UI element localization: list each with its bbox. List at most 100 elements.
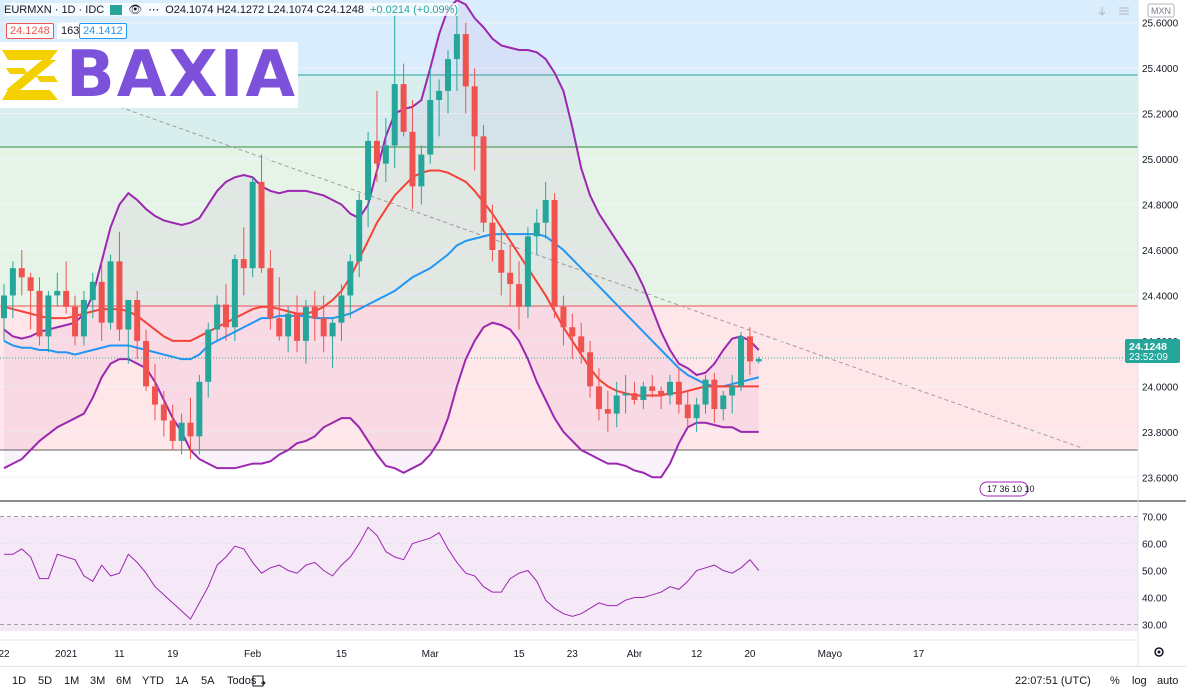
candle-body (1, 295, 7, 319)
candle (302, 300, 309, 364)
candle (595, 368, 602, 421)
candle (702, 375, 709, 414)
svg-text:17 36 10 10: 17 36 10 10 (987, 484, 1035, 494)
timeframe-5a[interactable]: 5A (201, 675, 215, 687)
candle (1, 284, 7, 341)
candle (285, 306, 292, 353)
time-tick-label: 22 (0, 649, 10, 660)
candle (160, 390, 167, 437)
candle-body (427, 100, 434, 155)
percent-toggle[interactable]: % (1110, 675, 1120, 687)
candle (533, 209, 540, 255)
time-tick-label: 23 (567, 649, 579, 660)
time-axis[interactable]: 22 2021 11 19 Feb 15 Mar 15 23 Abr 12 20 Mayo 17 (0, 639, 1138, 660)
ask-price[interactable]: 24.1412 (79, 23, 127, 39)
spread-value: 163 (57, 23, 84, 39)
timeframe-6m[interactable]: 6M (116, 675, 132, 687)
candle (729, 375, 736, 414)
flag-icon (110, 4, 123, 15)
candle-body (382, 145, 389, 164)
candle (480, 125, 487, 232)
candle (516, 261, 523, 330)
candle (640, 381, 647, 410)
scroll-down-icon[interactable] (1098, 7, 1106, 16)
candle (427, 68, 434, 164)
bottom-toolbar: 1D 5D 1M 3M 6M YTD 1A 5A Todos 22:07:51 (UTC) % … (0, 666, 1186, 694)
candle-body (285, 313, 292, 337)
price-tick-label: 24.0000 (1142, 382, 1179, 393)
candle-body (533, 222, 540, 237)
candle-body (356, 200, 363, 262)
candle-body (365, 140, 372, 200)
candle-body (702, 379, 709, 405)
candle (27, 272, 34, 330)
more-icon[interactable]: ⋯ (148, 4, 160, 16)
candle-body (578, 336, 585, 353)
events-marker[interactable]: 17 36 10 10 (979, 481, 1035, 497)
candle (240, 227, 247, 296)
utc-clock[interactable]: 22:07:51 (UTC) (1015, 675, 1091, 687)
candle (231, 254, 238, 341)
gear-icon[interactable] (1152, 645, 1166, 659)
candle-body (205, 329, 212, 382)
candle (418, 145, 425, 205)
price-tick-label: 25.0000 (1142, 155, 1179, 166)
candle-body (613, 395, 620, 414)
candle (436, 79, 443, 137)
candle (471, 68, 478, 171)
candle (214, 295, 221, 341)
candle (356, 193, 363, 278)
candle-body (63, 290, 70, 307)
bollinger-upper-line (3, 0, 760, 377)
candle-body (294, 313, 301, 341)
candle-body (231, 259, 238, 328)
log-toggle[interactable]: log (1132, 675, 1147, 687)
candle-body (489, 222, 496, 250)
candle-body (462, 34, 469, 87)
candle-body (338, 295, 345, 323)
chart-svg[interactable]: 25.6000 25.4000 25.2000 25.0000 24.8000 24.60… (0, 0, 1186, 666)
eye-icon[interactable]: 👁 (128, 4, 143, 16)
settings-icon[interactable] (1119, 7, 1129, 15)
candle (445, 50, 451, 114)
candle-body (471, 86, 478, 137)
candle-body (258, 181, 265, 269)
rsi-tick-label: 60.00 (1142, 540, 1167, 551)
candle (178, 413, 185, 455)
price-axis[interactable]: 25.6000 25.4000 25.2000 25.0000 24.8000 24.60… (1142, 19, 1179, 485)
bid-price[interactable]: 24.1248 (6, 23, 54, 39)
price-tick-label: 25.6000 (1142, 19, 1179, 30)
time-tick-label: Mar (422, 649, 440, 660)
symbol-label[interactable]: EURMXN · 1D · IDC (4, 3, 105, 16)
timeframe-1m[interactable]: 1M (64, 675, 80, 687)
ohlc-values: O24.1074 H24.1272 L24.1074 C24.1248 (165, 3, 364, 16)
candle-body (711, 379, 718, 410)
candle (613, 381, 620, 428)
candle (347, 254, 354, 319)
calendar-range-icon[interactable] (252, 674, 266, 688)
candle (409, 100, 416, 210)
time-tick-label: 15 (513, 649, 525, 660)
timeframe-1d[interactable]: 1D (12, 675, 27, 687)
timeframe-3m[interactable]: 3M (90, 675, 106, 687)
candle-body (480, 136, 487, 223)
timeframe-ytd[interactable]: YTD (142, 675, 164, 687)
timeframe-todos[interactable]: Todos (227, 675, 257, 687)
rsi-tick-label: 40.00 (1142, 594, 1167, 605)
timeframe-5d[interactable]: 5D (38, 675, 53, 687)
candle (276, 277, 283, 341)
baxia-logo: BAXIA (0, 42, 298, 108)
candle-body (738, 336, 745, 387)
candle (151, 363, 158, 421)
candle (569, 313, 576, 360)
candle (755, 356, 762, 364)
candle (622, 375, 629, 414)
candle-body (80, 300, 87, 337)
candle (205, 322, 212, 398)
timeframe-1a[interactable]: 1A (175, 675, 189, 687)
price-tick-label: 24.8000 (1142, 201, 1179, 212)
auto-toggle[interactable]: auto (1157, 675, 1179, 687)
price-tick-label: 24.4000 (1142, 291, 1179, 302)
candle-body (196, 381, 203, 437)
